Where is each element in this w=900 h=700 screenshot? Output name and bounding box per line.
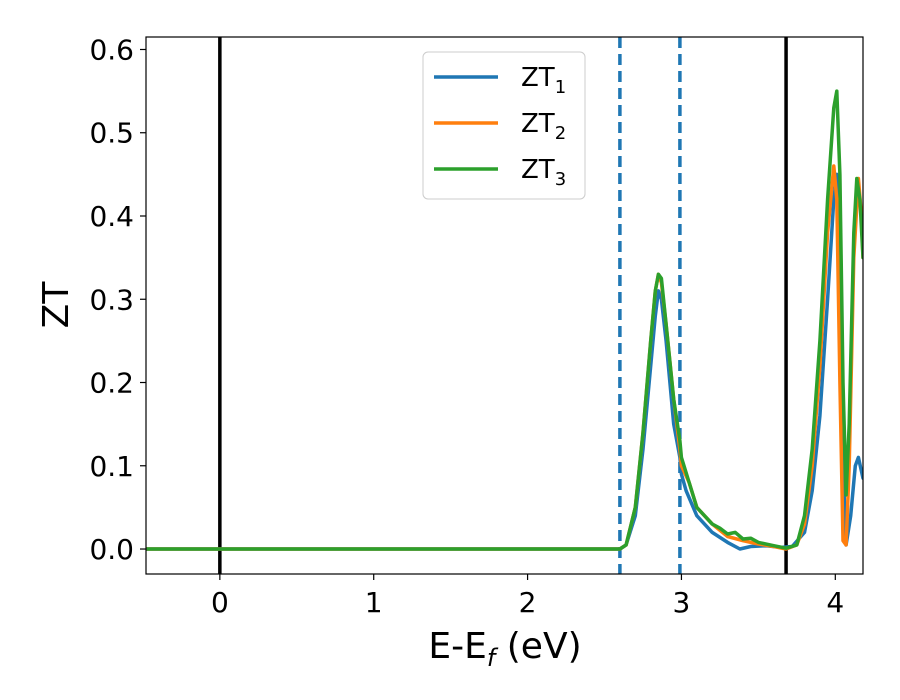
y-axis-label: ZT bbox=[36, 281, 77, 329]
y-tick-label: 0.0 bbox=[89, 533, 134, 566]
y-tick-label: 0.1 bbox=[89, 450, 134, 483]
y-tick-label: 0.4 bbox=[89, 200, 134, 233]
reference-lines bbox=[218, 37, 788, 574]
y-tick-label: 0.6 bbox=[89, 33, 134, 66]
y-tick-label: 0.2 bbox=[89, 367, 134, 400]
series-layer bbox=[146, 89, 863, 551]
y-tick-label: 0.3 bbox=[89, 283, 134, 316]
x-tick-label: 0 bbox=[211, 586, 229, 619]
series-line-zt3 bbox=[146, 89, 863, 551]
plot-frame bbox=[145, 36, 864, 575]
series-line-zt1 bbox=[146, 172, 863, 551]
x-tick-label: 4 bbox=[826, 586, 844, 619]
legend-box bbox=[422, 51, 586, 200]
x-axis: 0 1 2 3 4 bbox=[211, 574, 844, 619]
legend-label-zt2: ZT2 bbox=[521, 109, 566, 144]
x-axis-label-unit: (eV) bbox=[495, 626, 581, 667]
x-tick-label: 2 bbox=[519, 586, 537, 619]
x-tick-label: 1 bbox=[365, 586, 383, 619]
x-tick-label: 3 bbox=[673, 586, 691, 619]
series-line-zt2 bbox=[146, 164, 863, 551]
y-tick-label: 0.5 bbox=[89, 117, 134, 150]
x-axis-label: E-Ef (eV) bbox=[428, 626, 581, 672]
y-axis: 0.0 0.1 0.2 0.3 0.4 0.5 0.6 bbox=[89, 33, 146, 566]
